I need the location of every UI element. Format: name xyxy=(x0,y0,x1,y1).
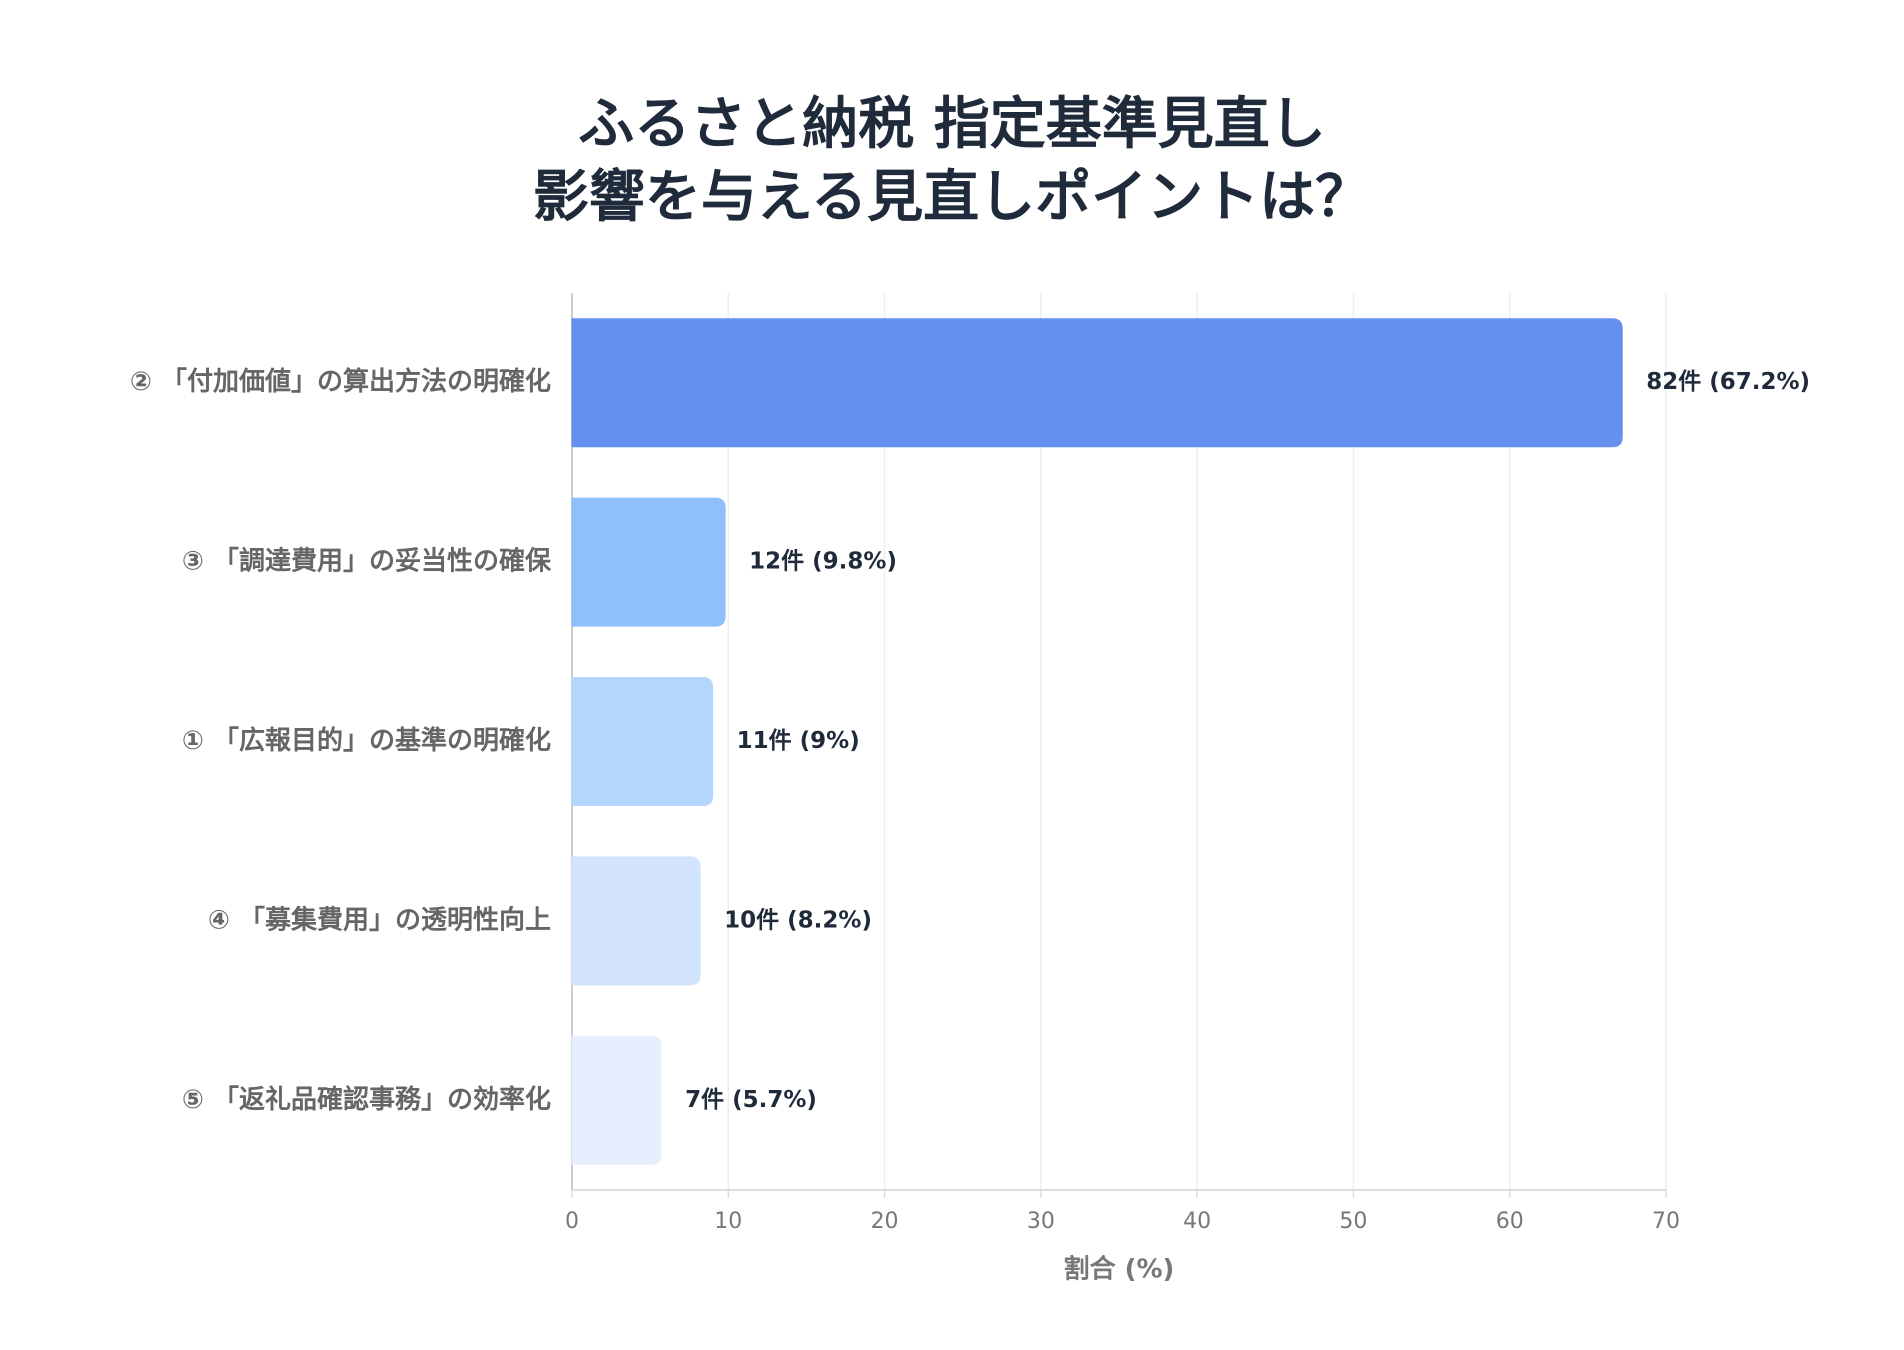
x-tick-label: 10 xyxy=(714,1209,742,1234)
value-label: 82件 (67.2%) xyxy=(1646,369,1810,395)
x-tick-label: 40 xyxy=(1183,1209,1211,1234)
x-tick-label: 70 xyxy=(1652,1209,1680,1234)
bar xyxy=(571,677,714,806)
bar xyxy=(571,856,701,986)
bar xyxy=(571,1035,662,1165)
y-tick-label: ① 「広報目的」の基準の明確化 xyxy=(182,725,551,756)
value-label: 11件 (9%) xyxy=(737,728,860,754)
bar xyxy=(571,497,726,627)
value-label: 10件 (8.2%) xyxy=(724,907,872,933)
bar xyxy=(571,318,1623,448)
y-tick-label: ③ 「調達費用」の妥当性の確保 xyxy=(182,546,552,577)
y-tick-label: ④ 「募集費用」の透明性向上 xyxy=(208,904,551,935)
x-tick-label: 50 xyxy=(1339,1209,1367,1234)
x-tick-label: 60 xyxy=(1496,1209,1524,1234)
value-label: 12件 (9.8%) xyxy=(749,549,897,575)
value-label: 7件 (5.7%) xyxy=(685,1087,817,1113)
y-tick-label: ⑤ 「返礼品確認事務」の効率化 xyxy=(182,1084,551,1115)
chart-title: 影響を与える見直しポイントは？ xyxy=(533,165,1371,230)
x-axis-label: 割合 (%) xyxy=(1064,1254,1175,1285)
x-tick-label: 0 xyxy=(565,1209,579,1234)
x-tick-label: 20 xyxy=(871,1209,899,1234)
chart-title: ふるさと納税 指定基準見直し xyxy=(578,92,1326,157)
y-tick-label: ② 「付加価値」の算出方法の明確化 xyxy=(130,366,551,397)
x-tick-label: 30 xyxy=(1027,1209,1055,1234)
